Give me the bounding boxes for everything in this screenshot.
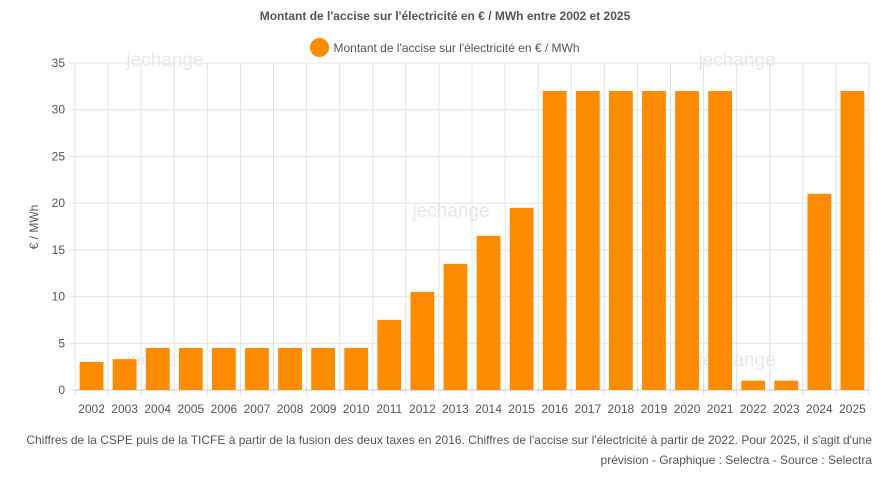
x-tick-label: 2012 — [409, 402, 436, 416]
y-tick-label: 0 — [58, 383, 65, 397]
bar-2005[interactable] — [178, 347, 203, 390]
x-tick-label: 2009 — [310, 402, 337, 416]
bar-2003[interactable] — [112, 359, 137, 390]
bar-2024[interactable] — [807, 193, 832, 390]
y-ticks: 0 5 10 15 20 25 30 35 — [52, 56, 66, 397]
x-tick-label: 2020 — [674, 402, 701, 416]
bar-2012[interactable] — [410, 291, 435, 390]
y-tick-label: 10 — [52, 290, 66, 304]
x-tick-label: 2008 — [277, 402, 304, 416]
bar-2013[interactable] — [443, 263, 468, 390]
y-tick-label: 30 — [52, 103, 66, 117]
x-tick-label: 2003 — [111, 402, 138, 416]
bar-2017[interactable] — [575, 91, 600, 391]
x-tick-label: 2021 — [707, 402, 734, 416]
x-tick-label: 2013 — [442, 402, 469, 416]
legend-label: Montant de l'accise sur l'électricité en… — [333, 40, 580, 55]
watermark-logo: jechange — [697, 50, 775, 71]
chart-title: Montant de l'accise sur l'électricité en… — [259, 9, 631, 23]
y-tick-label: 25 — [52, 149, 66, 163]
x-tick-label: 2018 — [608, 402, 635, 416]
bar-2020[interactable] — [675, 91, 699, 391]
y-tick-label: 15 — [52, 243, 66, 257]
y-tick-label: 20 — [52, 196, 66, 210]
bar-2014[interactable] — [476, 235, 501, 390]
x-tick-label: 2015 — [508, 402, 535, 416]
x-tick-label: 2011 — [376, 402, 402, 416]
x-tick-label: 2023 — [773, 402, 800, 416]
legend[interactable]: Montant de l'accise sur l'électricité en… — [0, 38, 890, 57]
bar-2016[interactable] — [542, 91, 567, 391]
footnote: Chiffres de la CSPE puis de la TICFE à p… — [26, 433, 872, 467]
bar-2009[interactable] — [311, 347, 336, 390]
x-tick-label: 2005 — [177, 402, 204, 416]
grid — [69, 62, 870, 396]
x-ticks: 2002 2003 2004 2005 2006 2007 2008 2009 2010 2011… — [78, 402, 866, 416]
x-tick-label: 2019 — [641, 402, 668, 416]
bars — [79, 91, 865, 391]
x-tick-label: 2004 — [144, 402, 171, 416]
x-tick-label: 2017 — [574, 402, 601, 416]
legend-swatch — [310, 38, 330, 57]
x-tick-label: 2014 — [475, 402, 502, 416]
x-tick-label: 2025 — [839, 402, 866, 416]
bar-2021[interactable] — [708, 91, 733, 391]
x-tick-label: 2007 — [244, 402, 271, 416]
bar-2011[interactable] — [377, 319, 402, 390]
x-tick-label: 2002 — [78, 402, 105, 416]
bar-2018[interactable] — [608, 91, 633, 391]
bar-2010[interactable] — [344, 347, 369, 390]
x-tick-label: 2006 — [211, 402, 238, 416]
bar-2023[interactable] — [774, 380, 799, 390]
y-tick-label: 5 — [58, 336, 65, 350]
y-axis-label: € / MWh — [27, 205, 41, 250]
bar-2007[interactable] — [245, 347, 269, 390]
bar-2002[interactable] — [79, 361, 104, 390]
bar-2015[interactable] — [509, 207, 534, 390]
x-tick-label: 2024 — [806, 402, 833, 416]
y-tick-label: 35 — [52, 56, 66, 70]
bar-2019[interactable] — [642, 91, 666, 391]
bar-2025[interactable] — [840, 91, 865, 391]
x-tick-label: 2016 — [541, 402, 568, 416]
x-tick-label: 2010 — [343, 402, 370, 416]
bar-2022[interactable] — [741, 380, 766, 390]
x-tick-label: 2022 — [740, 402, 767, 416]
bar-2004[interactable] — [145, 347, 170, 390]
bar-2008[interactable] — [278, 347, 302, 390]
bar-2006[interactable] — [211, 347, 236, 390]
watermark-logo: jechange — [125, 50, 203, 71]
watermark-logo: jechange — [411, 201, 489, 222]
